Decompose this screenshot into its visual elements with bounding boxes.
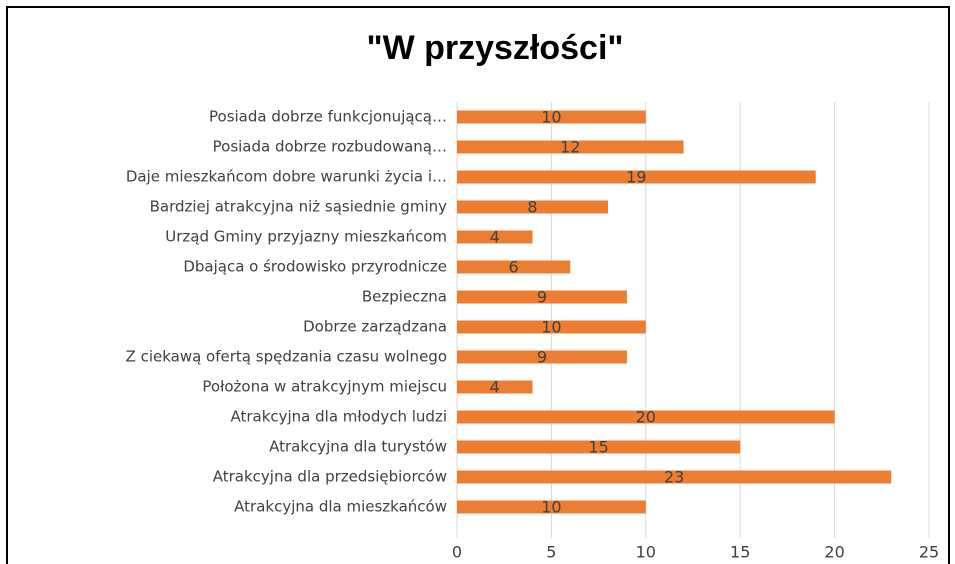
bar <box>457 440 741 454</box>
y-tick-label: Atrakcyjna dla młodych ludzi <box>230 408 447 426</box>
y-tick-label: Z ciekawą ofertą spędzania czasu wolnego <box>126 348 447 366</box>
x-tick-label: 5 <box>546 543 556 562</box>
bar <box>457 410 835 424</box>
y-tick-label: Dobrze zarządzana <box>303 318 447 336</box>
data-label: 8 <box>527 198 537 217</box>
bar <box>457 470 892 484</box>
y-tick-label: Posiada dobrze funkcjonującą… <box>209 108 447 126</box>
data-label: 20 <box>636 408 656 427</box>
bar <box>457 350 627 364</box>
bar <box>457 110 646 124</box>
x-tick-label: 15 <box>730 543 750 562</box>
bar <box>457 260 571 274</box>
data-label: 23 <box>664 468 684 487</box>
x-tick-label: 25 <box>919 543 939 562</box>
y-tick-label: Atrakcyjna dla przedsiębiorców <box>213 468 447 486</box>
data-label: 19 <box>626 168 646 187</box>
y-tick-label: Położona w atrakcyjnym miejscu <box>202 378 447 396</box>
y-tick-label: Urząd Gminy przyjazny mieszkańcom <box>165 228 447 246</box>
y-tick-label: Posiada dobrze rozbudowaną… <box>213 138 447 156</box>
x-tick-label: 10 <box>636 543 656 562</box>
y-tick-label: Dbająca o środowisko przyrodnicze <box>183 258 447 276</box>
bar <box>457 170 816 184</box>
bar <box>457 320 646 334</box>
y-tick-label: Bardziej atrakcyjna niż sąsiednie gminy <box>150 198 448 216</box>
data-label: 15 <box>588 438 608 457</box>
data-label: 9 <box>537 348 547 367</box>
y-tick-label: Bezpieczna <box>362 288 447 306</box>
data-label: 10 <box>541 108 561 127</box>
bar <box>457 500 646 514</box>
y-tick-label: Atrakcyjna dla turystów <box>269 438 447 456</box>
x-tick-label: 20 <box>824 543 844 562</box>
bar <box>457 290 627 304</box>
chart-title: "W przyszłości" <box>366 29 623 67</box>
data-label: 4 <box>490 378 500 397</box>
bar <box>457 200 609 214</box>
data-label: 10 <box>541 498 561 517</box>
bar <box>457 230 533 244</box>
data-label: 10 <box>541 318 561 337</box>
data-label: 4 <box>490 228 500 247</box>
bar <box>457 380 533 394</box>
y-tick-label: Atrakcyjna dla mieszkańców <box>234 498 447 516</box>
y-tick-label: Daje mieszkańcom dobre warunki życia i… <box>126 168 447 186</box>
data-label: 9 <box>537 288 547 307</box>
data-label: 12 <box>560 138 580 157</box>
x-tick-label: 0 <box>452 543 462 562</box>
bar <box>457 140 684 154</box>
data-label: 6 <box>509 258 519 277</box>
